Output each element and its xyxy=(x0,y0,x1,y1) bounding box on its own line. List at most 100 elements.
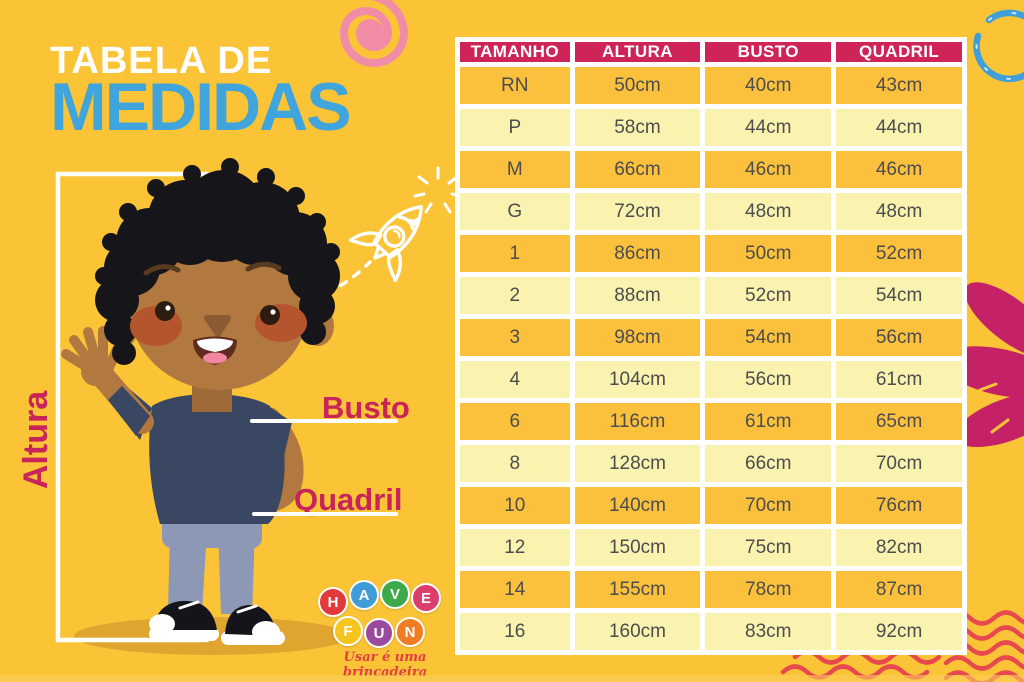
boy-shirt xyxy=(110,386,292,524)
logo-letter-circle: N xyxy=(395,617,425,647)
table-cell: 87cm xyxy=(836,571,962,608)
table-cell: 54cm xyxy=(705,319,832,356)
table-cell: 116cm xyxy=(574,403,701,440)
table-cell: 52cm xyxy=(705,277,832,314)
table-cell: 70cm xyxy=(836,445,962,482)
table-cell: 2 xyxy=(460,277,570,314)
table-row: 14 155cm 78cm 87cm xyxy=(460,571,962,608)
table-row: 6 116cm 61cm 65cm xyxy=(460,403,962,440)
table-cell: 88cm xyxy=(574,277,701,314)
table-cell: 66cm xyxy=(705,445,832,482)
logo-letter-circle: U xyxy=(364,618,394,648)
rocket-doodle xyxy=(310,205,423,302)
table-cell: 65cm xyxy=(836,403,962,440)
table-cell: 48cm xyxy=(705,193,832,230)
table-cell: 66cm xyxy=(574,151,701,188)
logo-letter-circle: E xyxy=(411,583,441,613)
ground-shadow xyxy=(74,617,350,655)
table-cell: 40cm xyxy=(705,67,832,104)
logo-letter-circle: A xyxy=(349,580,379,610)
table-cell: 61cm xyxy=(836,361,962,398)
boy-shoes xyxy=(149,600,285,645)
table-cell: 160cm xyxy=(574,613,701,650)
table-cell: 140cm xyxy=(574,487,701,524)
bust-pointer-line xyxy=(250,419,398,423)
table-row: 1 86cm 50cm 52cm xyxy=(460,235,962,272)
circle-doodle xyxy=(973,9,1024,83)
boy-arm-right xyxy=(247,407,304,513)
table-row: 2 88cm 52cm 54cm xyxy=(460,277,962,314)
spiral-doodle xyxy=(339,0,409,67)
logo-letter-circle: H xyxy=(318,587,348,617)
column-header: BUSTO xyxy=(705,42,832,62)
boy-head xyxy=(128,214,310,390)
table-cell: 75cm xyxy=(705,529,832,566)
table-row: G 72cm 48cm 48cm xyxy=(460,193,962,230)
size-table-header: TAMANHO ALTURA BUSTO QUADRIL xyxy=(460,42,962,62)
header-row: TAMANHO ALTURA BUSTO QUADRIL xyxy=(460,42,962,62)
table-row: M 66cm 46cm 46cm xyxy=(460,151,962,188)
table-cell: 52cm xyxy=(836,235,962,272)
table-cell: 48cm xyxy=(836,193,962,230)
size-table: TAMANHO ALTURA BUSTO QUADRIL RN 50cm 40cm 43cm… xyxy=(455,37,967,655)
table-cell: 58cm xyxy=(574,109,701,146)
logo-letter-circle: F xyxy=(333,616,363,646)
table-cell: 104cm xyxy=(574,361,701,398)
measure-bracket xyxy=(55,171,210,643)
poster-title-line2: MEDIDAS xyxy=(50,69,352,145)
hip-pointer-line xyxy=(252,512,398,516)
table-cell: 83cm xyxy=(705,613,832,650)
boy-pants xyxy=(162,508,262,614)
logo-letter-circle: V xyxy=(380,579,410,609)
table-cell: 6 xyxy=(460,403,570,440)
table-cell: 46cm xyxy=(836,151,962,188)
table-cell: 56cm xyxy=(836,319,962,356)
table-cell: M xyxy=(460,151,570,188)
table-row: 3 98cm 54cm 56cm xyxy=(460,319,962,356)
table-cell: 128cm xyxy=(574,445,701,482)
table-cell: 50cm xyxy=(574,67,701,104)
table-cell: 46cm xyxy=(705,151,832,188)
table-cell: 44cm xyxy=(705,109,832,146)
table-row: P 58cm 44cm 44cm xyxy=(460,109,962,146)
table-cell: RN xyxy=(460,67,570,104)
table-cell: 70cm xyxy=(705,487,832,524)
column-header: TAMANHO xyxy=(460,42,570,62)
boy-face xyxy=(130,261,307,365)
bottom-edge-strip xyxy=(0,675,1024,682)
table-cell: 98cm xyxy=(574,319,701,356)
table-cell: 44cm xyxy=(836,109,962,146)
boy-hair xyxy=(95,158,340,365)
table-cell: 8 xyxy=(460,445,570,482)
table-cell: 4 xyxy=(460,361,570,398)
table-cell: 50cm xyxy=(705,235,832,272)
table-cell: 61cm xyxy=(705,403,832,440)
table-cell: 150cm xyxy=(574,529,701,566)
table-row: 12 150cm 75cm 82cm xyxy=(460,529,962,566)
table-row: 8 128cm 66cm 70cm xyxy=(460,445,962,482)
table-cell: 76cm xyxy=(836,487,962,524)
boy-waving-arm xyxy=(61,326,154,436)
hip-label: Quadril xyxy=(294,482,403,517)
table-cell: 54cm xyxy=(836,277,962,314)
table-cell: 82cm xyxy=(836,529,962,566)
table-cell: P xyxy=(460,109,570,146)
sparkle-doodle xyxy=(413,166,460,214)
size-table-body: RN 50cm 40cm 43cm P 58cm 44cm 44cm M 66cm 46cm 46cm… xyxy=(460,67,962,650)
column-header: ALTURA xyxy=(574,42,701,62)
table-row: 10 140cm 70cm 76cm xyxy=(460,487,962,524)
table-cell: 14 xyxy=(460,571,570,608)
table-cell: 16 xyxy=(460,613,570,650)
table-cell: 56cm xyxy=(705,361,832,398)
table-cell: 155cm xyxy=(574,571,701,608)
table-cell: 3 xyxy=(460,319,570,356)
table-row: 4 104cm 56cm 61cm xyxy=(460,361,962,398)
table-cell: 86cm xyxy=(574,235,701,272)
height-label: Altura xyxy=(17,390,55,490)
table-row: RN 50cm 40cm 43cm xyxy=(460,67,962,104)
table-cell: 78cm xyxy=(705,571,832,608)
table-cell: 10 xyxy=(460,487,570,524)
boy-ears xyxy=(106,306,334,348)
